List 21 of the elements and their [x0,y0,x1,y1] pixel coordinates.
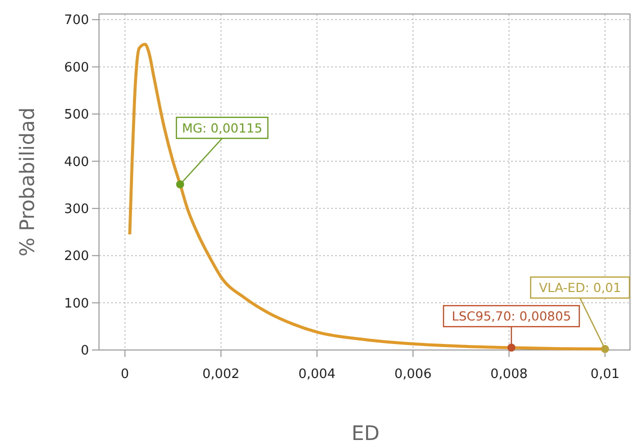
y-tick-label: 100 [64,296,89,312]
y-tick-label: 500 [64,108,89,123]
y-tick-label: 600 [64,60,89,76]
x-tick-label: 0,006 [394,367,432,382]
annotation: MG: 0,00115 [182,120,262,136]
point [507,344,516,352]
y-tick-label: 400 [64,154,89,170]
annotation: LSC95,70: 0,00805 [452,308,572,324]
x-tick-label: 0,004 [298,367,336,382]
y-tick-label: 0 [80,344,89,359]
y-axis-title: % Probabilidad [15,107,39,257]
x-axis-title: ED [351,421,380,445]
point [601,345,610,354]
x-tick-label: 0,002 [202,367,240,382]
annotation: VLA-ED: 0,01 [538,280,622,296]
x-tick-label: 0,008 [490,367,528,382]
x-tick-label: 0 [120,367,130,382]
y-tick-label: 700 [64,13,89,28]
y-tick-label: 200 [64,249,89,264]
x-tick-label: 0,01 [590,367,620,382]
y-tick-label: 300 [64,202,89,217]
